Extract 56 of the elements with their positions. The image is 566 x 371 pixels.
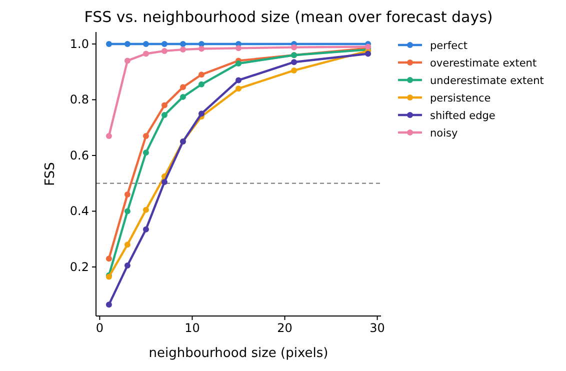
- point: [198, 46, 204, 52]
- point: [291, 59, 298, 66]
- legend-label: shifted edge: [430, 110, 496, 122]
- point: [161, 102, 168, 108]
- point: [124, 208, 130, 214]
- point: [365, 50, 372, 57]
- point: [124, 262, 130, 269]
- point: [142, 50, 149, 57]
- point: [161, 48, 168, 54]
- point: [236, 45, 242, 52]
- x-tick-label: 0: [96, 321, 104, 335]
- point: [198, 110, 204, 117]
- point: [161, 40, 168, 47]
- point: [236, 77, 242, 84]
- point: [106, 132, 112, 139]
- point: [142, 226, 149, 232]
- x-tick-label: 10: [184, 321, 200, 335]
- point: [142, 206, 149, 213]
- legend-label: perfect: [430, 40, 468, 52]
- y-tick-label: 0.8: [70, 92, 89, 107]
- y-tick-label: 1.0: [70, 36, 89, 51]
- y-tick-label: 0.4: [70, 204, 89, 218]
- y-axis-title: FSS: [43, 162, 58, 186]
- point: [124, 40, 130, 47]
- point: [124, 58, 130, 64]
- point: [106, 256, 112, 262]
- point: [142, 150, 149, 156]
- legend-label: underestimate extent: [430, 75, 544, 87]
- legend-label: overestimate extent: [430, 58, 537, 70]
- point: [291, 67, 298, 74]
- point: [236, 60, 242, 66]
- point: [180, 40, 186, 47]
- x-tick-label: 20: [277, 321, 292, 335]
- point: [124, 242, 130, 248]
- point: [180, 84, 186, 90]
- chart-title: FSS vs. neighbourhood size (mean over forecast days): [84, 8, 493, 26]
- point: [180, 46, 186, 53]
- point: [161, 178, 168, 185]
- x-axis-title: neighbourhood size (pixels): [148, 346, 328, 361]
- point: [291, 44, 298, 50]
- point: [142, 40, 149, 47]
- y-tick-label: 0.2: [70, 260, 89, 274]
- y-tick-label: 0.6: [70, 148, 89, 162]
- legend-label: noisy: [430, 128, 458, 140]
- point: [198, 81, 204, 88]
- point: [236, 86, 242, 92]
- point: [198, 40, 204, 47]
- point: [106, 40, 112, 47]
- point: [180, 94, 186, 100]
- point: [142, 132, 149, 139]
- point: [124, 191, 130, 198]
- legend-label: persistence: [430, 92, 491, 104]
- point: [106, 302, 112, 308]
- x-tick-label: 30: [370, 321, 385, 335]
- point: [198, 72, 204, 78]
- point: [161, 112, 168, 118]
